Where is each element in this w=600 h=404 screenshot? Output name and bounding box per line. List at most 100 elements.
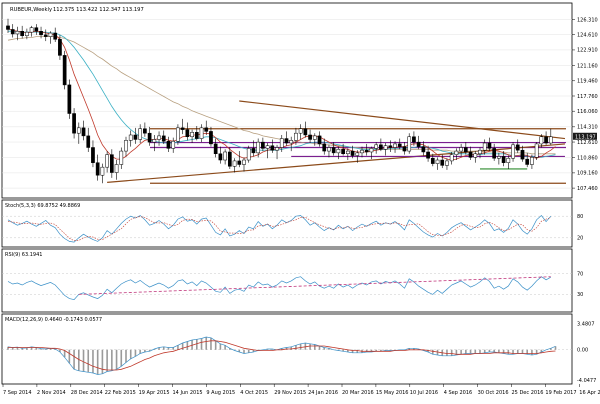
candle-body <box>506 157 511 163</box>
axis-labels: 126.310 124.610 122.910 121.160 119.460 117.7… <box>2 17 600 396</box>
stoch-tick-label: 80 <box>577 214 583 220</box>
price-tick-label: 126.310 <box>577 17 598 23</box>
candle-body <box>308 134 312 140</box>
candle-body <box>407 136 412 152</box>
date-tick-label: 4 Oct 2015 <box>240 390 268 396</box>
candle-body <box>58 39 62 56</box>
candle-body <box>223 151 227 161</box>
date-tick-label: 28 Dec 2014 <box>71 390 103 396</box>
stoch-k-line <box>7 214 552 243</box>
candle-body <box>487 142 492 149</box>
candle-body <box>445 160 449 166</box>
current-price-box: 113.197 <box>573 132 597 141</box>
macd-tick-label: 3.4807 <box>577 321 595 327</box>
date-tick-label: 19 Apr 2015 <box>139 390 170 396</box>
candle-body <box>312 135 317 140</box>
candle-body <box>48 32 53 37</box>
candle-body <box>246 148 251 161</box>
candle-body <box>270 145 275 151</box>
candle-body <box>369 148 374 153</box>
candle-body <box>25 31 29 36</box>
candle-body <box>105 154 109 168</box>
date-tick-label: 24 Jan 2016 <box>308 390 338 396</box>
candle-body <box>298 128 303 134</box>
date-tick-label: 29 Nov 2015 <box>274 390 306 396</box>
candle-body <box>511 144 515 159</box>
date-tick-label: 20 Mar 2016 <box>342 390 374 396</box>
candle-body <box>379 144 383 150</box>
date-tick-label: 19 Feb 2017 <box>545 390 576 396</box>
candle-body <box>95 162 100 176</box>
candle-body <box>34 27 39 32</box>
candle-body <box>275 147 279 151</box>
candle-body <box>520 149 525 160</box>
candle-body <box>213 143 218 155</box>
rsi-line <box>7 276 551 300</box>
candle-body <box>86 135 91 148</box>
candle-body <box>237 160 242 165</box>
candle-body <box>350 150 355 156</box>
stoch-pane-frame <box>1 199 573 248</box>
rsi-tick-label: 70 <box>577 271 583 277</box>
candle-body <box>341 149 345 155</box>
macd-label: MACD(12,26,9) 0.4640 -0.1743 0.0577 <box>5 317 102 323</box>
candle-body <box>416 141 421 147</box>
candle-body <box>265 145 270 149</box>
candle-body <box>468 151 473 158</box>
candle-body <box>6 25 10 30</box>
rsi-trendline <box>78 276 551 295</box>
candle-body <box>251 148 256 154</box>
candle-body <box>345 150 350 155</box>
candle-body <box>374 144 379 149</box>
candle-body <box>478 149 482 155</box>
ohlc-label: 112.375 113.422 112.347 113.197 <box>53 7 144 13</box>
macd-signal-line <box>8 340 556 371</box>
candle-body <box>39 31 43 36</box>
date-tick-label: 16 Apr 2017 <box>579 390 600 396</box>
candle-body <box>81 127 86 137</box>
candle-body <box>355 152 360 156</box>
candle-body <box>133 134 138 140</box>
candle-body <box>242 159 246 165</box>
candle-body <box>176 127 180 142</box>
candle-body <box>261 141 265 149</box>
candle-body <box>327 147 331 152</box>
candle-body <box>482 142 487 151</box>
candle-body <box>360 149 364 154</box>
candle-body <box>227 151 232 167</box>
candle-body <box>185 129 190 138</box>
candle-body <box>525 158 530 165</box>
candle-body <box>190 132 194 138</box>
date-tick-label: 9 Aug 2015 <box>206 390 235 396</box>
candle-body <box>492 148 497 159</box>
candle-body <box>180 127 185 130</box>
price-tick-label: 116.060 <box>577 109 598 115</box>
price-tick-label: 107.460 <box>577 186 598 192</box>
candle-body <box>459 147 463 152</box>
candle-body <box>331 147 336 154</box>
date-tick-label: 10 Jul 2016 <box>410 390 438 396</box>
candle-body <box>473 153 478 158</box>
rsi-pane-frame <box>1 248 573 313</box>
candle-body <box>294 132 298 141</box>
price-tick-label: 119.460 <box>577 79 598 85</box>
candle-body <box>388 145 393 148</box>
candle-body <box>454 150 459 155</box>
candle-body <box>199 127 204 139</box>
symbol-label: RUBEUR,Weekly <box>10 7 52 13</box>
candle-body <box>232 160 237 167</box>
candle-body <box>412 136 416 143</box>
candle-body <box>43 34 48 37</box>
date-tick-label: 4 Sep 2016 <box>444 390 473 396</box>
price-tick-label: 114.310 <box>577 125 598 131</box>
candle-body <box>317 135 322 145</box>
candle-body <box>171 140 176 149</box>
candle-body <box>143 128 147 134</box>
candle-body <box>383 145 388 150</box>
candle-body <box>539 136 544 145</box>
date-tick-label: 25 Dec 2016 <box>512 390 544 396</box>
candle-body <box>119 150 124 165</box>
price-tick-label: 124.610 <box>577 33 598 39</box>
